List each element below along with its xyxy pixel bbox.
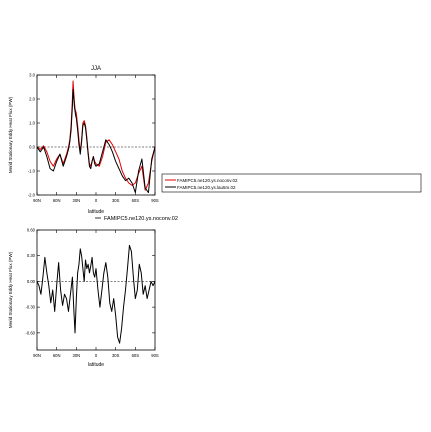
bottom-chart-x-tick-label: 90S <box>151 353 159 358</box>
bottom-chart-x-tick-label: 90N <box>33 353 41 358</box>
bottom-chart-y-tick-label: 0.60 <box>27 228 36 233</box>
bottom-chart-x-tick-label: 60N <box>53 353 61 358</box>
top-chart-x-tick-label: 90S <box>151 198 159 203</box>
top-chart-ylabel: Merid Stationary Eddy Heat Flux (PW) <box>8 96 13 173</box>
bottom-chart-panel: FAMIPC5.ne120.ys.noconv.02 90N 60N 30N 0 30S… <box>8 216 178 368</box>
bottom-chart-ticks: 90N 60N 30N 0 30S 60S 90S 0.60 0.30 0.00 -0.30 -0.6… <box>25 228 158 359</box>
top-chart-x-tick-label: 60S <box>132 198 140 203</box>
bottom-chart-y-tick-label: 0.00 <box>27 279 36 284</box>
top-chart-y-tick-label: 2.0 <box>29 97 35 102</box>
top-chart-x-tick-label: 30N <box>72 198 80 203</box>
bottom-chart-series-group <box>36 244 156 344</box>
top-chart-x-tick-label: 0 <box>95 198 98 203</box>
top-chart-series-line-0 <box>36 80 156 191</box>
bottom-chart-x-tick-label: 30S <box>112 353 120 358</box>
top-chart-panel: JJA 90N 60N 30N 0 30S 60S 90S 3.0 2.0 1.0 0.0 -1.0 -… <box>8 66 159 215</box>
top-chart-series-line-1 <box>36 88 156 194</box>
top-chart-y-tick-label: 1.0 <box>29 121 35 126</box>
top-chart-ticks: 90N 60N 30N 0 30S 60S 90S 3.0 2.0 1.0 0.0 -1.0 -2.0 <box>28 73 159 204</box>
top-chart-x-tick-label: 60N <box>53 198 61 203</box>
top-chart-xlabel: latitude <box>88 209 104 215</box>
bottom-chart-y-tick-label: -0.30 <box>25 305 35 310</box>
bottom-chart-x-tick-label: 60S <box>132 353 140 358</box>
bottom-chart-y-tick-label: 0.30 <box>27 253 36 258</box>
bottom-chart-title: FAMIPC5.ne120.ys.noconv.02 <box>104 216 178 222</box>
top-chart-title: JJA <box>91 66 101 72</box>
bottom-chart-y-tick-label: -0.60 <box>25 330 35 335</box>
legend-label-lau5m: FAMIPC5.ne120.ys.lau5m.02 <box>177 185 236 190</box>
bottom-chart-x-tick-label: 30N <box>72 353 80 358</box>
top-chart-y-tick-label: 3.0 <box>29 73 35 78</box>
bottom-chart-x-tick-label: 0 <box>95 353 98 358</box>
legend-label-noconv: FAMIPC5.ne120.ys.noconv.02 <box>177 178 238 183</box>
top-chart-y-tick-label: -2.0 <box>28 193 36 198</box>
bottom-chart-ylabel: Merid Stationary Eddy Heat Flux (PW) <box>8 251 13 328</box>
bottom-chart-series-line-0 <box>36 244 156 344</box>
top-chart-x-tick-label: 90N <box>33 198 41 203</box>
top-chart-y-tick-label: -1.0 <box>28 169 36 174</box>
legend-box <box>161 173 422 193</box>
top-chart-series-group <box>36 80 156 194</box>
top-chart-legend: FAMIPC5.ne120.ys.noconv.02 FAMIPC5.ne120… <box>161 173 422 193</box>
top-chart-y-tick-label: 0.0 <box>29 145 35 150</box>
top-chart-x-tick-label: 30S <box>112 198 120 203</box>
bottom-chart-xlabel: latitude <box>88 362 104 368</box>
